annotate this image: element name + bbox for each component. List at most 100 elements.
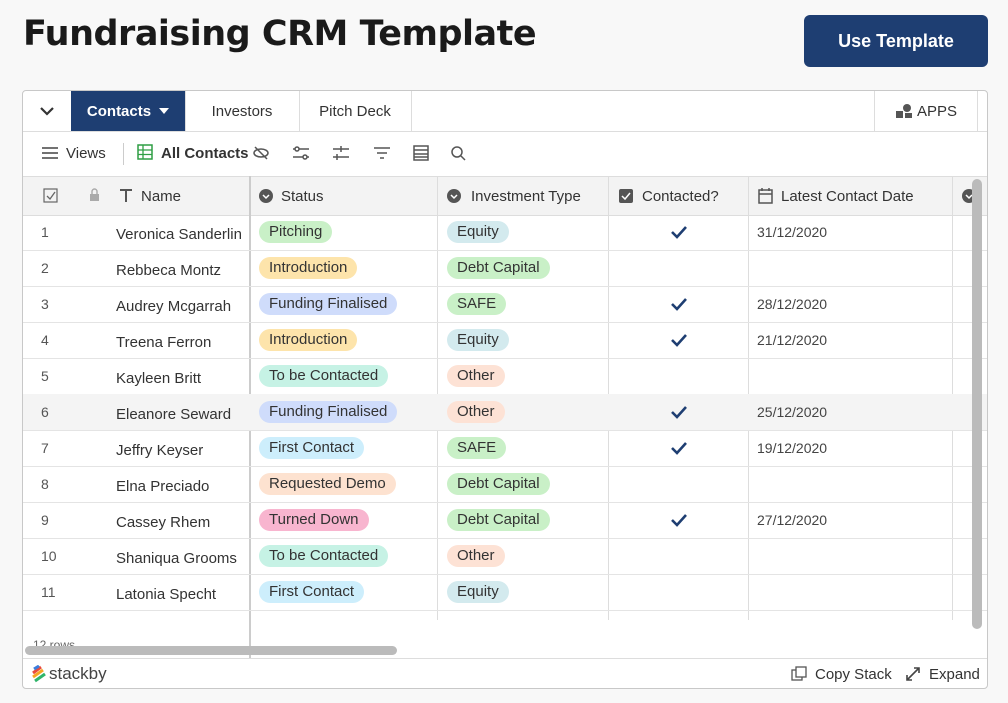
contact-date: 25/12/2020: [757, 404, 828, 420]
horizontal-scrollbar[interactable]: [25, 646, 397, 655]
contact-name: Rebbeca Montz: [116, 262, 222, 279]
investment-type-pill: Debt Capital: [447, 257, 550, 279]
status-pill: Introduction: [259, 329, 358, 351]
row-number: 4: [41, 332, 49, 348]
status-pill: Pitching: [259, 221, 333, 243]
header-row: [23, 176, 987, 216]
apps-icon: [895, 104, 912, 118]
status-pill: First Contact: [259, 437, 365, 459]
table-row[interactable]: 3 Audrey Mcgarrah Funding Finalised SAFE 28/…: [23, 286, 987, 323]
view-name[interactable]: All Contacts: [161, 145, 249, 162]
chevron-icon: [40, 107, 54, 116]
contacted-check: [671, 298, 687, 311]
status-pill: Introduction: [259, 257, 358, 279]
status-pill: To be Contacted: [259, 545, 389, 567]
expand-button[interactable]: Expand: [929, 666, 980, 683]
column-header[interactable]: Latest Contact Date: [781, 188, 914, 205]
dropdown-icon: [159, 108, 170, 114]
row-number: 11: [41, 584, 56, 600]
views-button[interactable]: Views: [66, 145, 106, 162]
page-title: Fundraising CRM Template: [23, 14, 537, 54]
contact-name: Eleanore Seward: [116, 406, 232, 423]
table-row[interactable]: 2 Rebbeca Montz Introduction Debt Capital: [23, 250, 987, 287]
investment-type-pill: Debt Capital: [447, 473, 550, 495]
contact-name: Audrey Mcgarrah: [116, 298, 232, 315]
status-pill: Turned Down: [259, 509, 369, 531]
tab-label: Contacts: [86, 102, 152, 120]
table-row[interactable]: 7 Jeffry Keyser First Contact SAFE 19/12/202…: [23, 430, 987, 467]
contact-name: Veronica Sanderlin: [116, 226, 242, 243]
contact-name: Jeffry Keyser: [116, 442, 204, 459]
use-template-button[interactable]: Use Template: [804, 15, 988, 67]
contact-date: 21/12/2020: [757, 332, 828, 348]
contacted-check: [671, 334, 687, 347]
investment-type-pill: Equity: [447, 221, 509, 243]
copy-stack-button[interactable]: Copy Stack: [815, 666, 892, 683]
table-row[interactable]: 9 Cassey Rhem Turned Down Debt Capital 27/12…: [23, 502, 987, 539]
toolbar-icons: [253, 145, 466, 161]
row-number: 10: [41, 548, 57, 564]
table-row[interactable]: 1 Veronica Sanderlin Pitching Equity 31/12/2…: [23, 214, 987, 251]
tab[interactable]: Pitch Deck: [299, 91, 412, 131]
row-number: 2: [41, 260, 49, 276]
divider: [123, 143, 124, 165]
row-number: 5: [41, 368, 49, 384]
contact-date: 27/12/2020: [757, 512, 828, 528]
views-icon: [42, 147, 58, 159]
stackby-logo: [32, 665, 46, 683]
contact-name: Shaniqua Grooms: [116, 550, 237, 567]
investment-type-pill: Equity: [447, 581, 509, 603]
status-pill: First Contact: [259, 581, 365, 603]
tab-label: Investors: [211, 102, 273, 120]
contacted-check: [671, 442, 687, 455]
status-pill: Requested Demo: [259, 473, 396, 495]
table-row[interactable]: 10 Shaniqua Grooms To be Contacted Other: [23, 538, 987, 575]
tab-label: Pitch Deck: [319, 102, 391, 120]
contacted-check: [671, 226, 687, 239]
contact-name: Cassey Rhem: [116, 514, 211, 531]
investment-type-pill: Debt Capital: [447, 509, 550, 531]
row-number: 6: [41, 404, 49, 420]
table-row[interactable]: 4 Treena Ferron Introduction Equity 21/12/20…: [23, 322, 987, 359]
table-row[interactable]: 6 Eleanore Seward Funding Finalised Other 25…: [23, 394, 987, 431]
crm-card: APPS Views All Contacts Name Status Invest…: [22, 90, 988, 689]
table-row[interactable]: 5 Kayleen Britt To be Contacted Other: [23, 358, 987, 395]
status-pill: Funding Finalised: [259, 293, 398, 315]
column-header[interactable]: Contacted?: [642, 188, 719, 205]
contact-name: Latonia Specht: [116, 586, 217, 603]
status-pill: Funding Finalised: [259, 401, 398, 423]
column-header[interactable]: Investment Type: [471, 188, 581, 205]
tab[interactable]: Contacts: [71, 91, 186, 131]
contacted-check: [671, 406, 687, 419]
investment-type-pill: Other: [447, 365, 505, 387]
header-icons: [43, 188, 132, 203]
expand-icon: [906, 667, 920, 681]
investment-type-pill: SAFE: [447, 293, 507, 315]
tab[interactable]: Investors: [185, 91, 300, 131]
row-number: 3: [41, 296, 49, 312]
status-pill: To be Contacted: [259, 365, 389, 387]
investment-type-pill: SAFE: [447, 437, 507, 459]
contact-name: Kayleen Britt: [116, 370, 202, 387]
row-number: 8: [41, 476, 49, 492]
brand-name: stackby: [49, 664, 107, 683]
apps-button[interactable]: APPS: [874, 91, 978, 131]
contact-name: Elna Preciado: [116, 478, 210, 495]
investment-type-pill: Other: [447, 401, 505, 423]
column-type-icons: [259, 188, 976, 204]
column-header[interactable]: Status: [281, 188, 324, 205]
table-row[interactable]: 8 Elna Preciado Requested Demo Debt Capital: [23, 466, 987, 503]
contact-date: 31/12/2020: [757, 224, 828, 240]
divider: [23, 131, 987, 132]
vertical-scrollbar[interactable]: [972, 179, 982, 629]
column-header[interactable]: Name: [141, 188, 182, 205]
row-number: 9: [41, 512, 49, 528]
contacted-check: [671, 514, 687, 527]
grid-icon: [137, 144, 153, 160]
contact-date: 28/12/2020: [757, 296, 828, 312]
contact-date: 19/12/2020: [757, 440, 828, 456]
row-number: 1: [41, 224, 49, 240]
table-row[interactable]: 11 Latonia Specht First Contact Equity: [23, 574, 987, 611]
apps-label: APPS: [916, 102, 958, 120]
